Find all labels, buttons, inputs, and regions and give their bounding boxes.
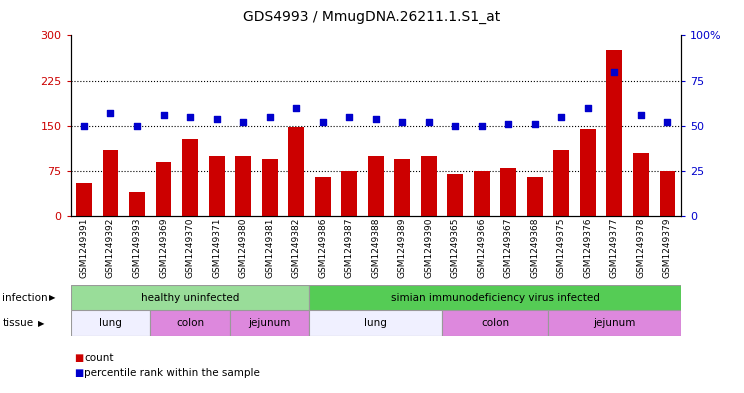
Text: ■: ■	[74, 368, 83, 378]
Text: GSM1249368: GSM1249368	[530, 218, 539, 278]
Point	[661, 119, 673, 125]
Point	[211, 116, 222, 122]
Text: GSM1249388: GSM1249388	[371, 218, 380, 278]
Bar	[310, 285, 681, 310]
Text: GSM1249375: GSM1249375	[557, 218, 566, 278]
Bar	[235, 156, 251, 216]
Bar	[659, 171, 676, 216]
Point	[529, 121, 541, 127]
Point	[476, 123, 488, 129]
Point	[582, 105, 594, 111]
Bar	[76, 183, 92, 216]
Text: ▶: ▶	[38, 319, 45, 328]
Point	[317, 119, 329, 125]
Point	[397, 119, 408, 125]
Text: GSM1249381: GSM1249381	[265, 218, 274, 278]
Text: GSM1249377: GSM1249377	[610, 218, 619, 278]
Point	[449, 123, 461, 129]
Bar	[262, 159, 278, 216]
Bar	[71, 285, 310, 310]
Point	[290, 105, 302, 111]
Text: GSM1249370: GSM1249370	[185, 218, 194, 278]
Bar	[71, 310, 150, 336]
Text: GSM1249386: GSM1249386	[318, 218, 327, 278]
Bar	[633, 153, 649, 216]
Bar	[341, 171, 357, 216]
Text: GSM1249389: GSM1249389	[398, 218, 407, 278]
Text: jejunum: jejunum	[593, 318, 635, 328]
Text: colon: colon	[176, 318, 204, 328]
Point	[343, 114, 355, 120]
Bar	[315, 177, 330, 216]
Text: GSM1249366: GSM1249366	[478, 218, 487, 278]
Point	[131, 123, 143, 129]
Text: GSM1249380: GSM1249380	[239, 218, 248, 278]
Text: GDS4993 / MmugDNA.26211.1.S1_at: GDS4993 / MmugDNA.26211.1.S1_at	[243, 10, 501, 24]
Point	[158, 112, 170, 118]
Bar	[155, 162, 171, 216]
Bar	[421, 156, 437, 216]
Bar	[368, 156, 384, 216]
Text: GSM1249391: GSM1249391	[80, 218, 89, 278]
Text: GSM1249390: GSM1249390	[424, 218, 433, 278]
Text: GSM1249382: GSM1249382	[292, 218, 301, 278]
Text: lung: lung	[99, 318, 122, 328]
Bar	[501, 168, 516, 216]
Bar	[554, 150, 569, 216]
Text: GSM1249369: GSM1249369	[159, 218, 168, 278]
Text: ▶: ▶	[49, 293, 56, 302]
Bar	[580, 129, 596, 216]
Text: ■: ■	[74, 353, 83, 363]
Point	[423, 119, 434, 125]
Text: percentile rank within the sample: percentile rank within the sample	[84, 368, 260, 378]
Bar	[182, 139, 198, 216]
Point	[609, 68, 620, 75]
Text: GSM1249379: GSM1249379	[663, 218, 672, 278]
Point	[184, 114, 196, 120]
Point	[104, 110, 116, 116]
Bar	[150, 310, 230, 336]
Text: simian immunodeficiency virus infected: simian immunodeficiency virus infected	[391, 293, 600, 303]
Bar	[129, 192, 145, 216]
Point	[237, 119, 249, 125]
Text: GSM1249371: GSM1249371	[212, 218, 221, 278]
Text: infection: infection	[2, 293, 48, 303]
Bar	[394, 159, 410, 216]
Text: healthy uninfected: healthy uninfected	[141, 293, 240, 303]
Text: lung: lung	[365, 318, 387, 328]
Point	[370, 116, 382, 122]
Point	[635, 112, 647, 118]
Point	[502, 121, 514, 127]
Text: count: count	[84, 353, 114, 363]
Text: tissue: tissue	[2, 318, 33, 328]
Bar	[230, 310, 310, 336]
Text: GSM1249378: GSM1249378	[636, 218, 646, 278]
Text: GSM1249365: GSM1249365	[451, 218, 460, 278]
Point	[263, 114, 275, 120]
Text: jejunum: jejunum	[248, 318, 291, 328]
Bar	[208, 156, 225, 216]
Text: GSM1249392: GSM1249392	[106, 218, 115, 278]
Text: GSM1249367: GSM1249367	[504, 218, 513, 278]
Bar	[288, 127, 304, 216]
Point	[78, 123, 90, 129]
Bar	[310, 310, 442, 336]
Text: GSM1249387: GSM1249387	[344, 218, 353, 278]
Bar	[103, 150, 118, 216]
Text: GSM1249376: GSM1249376	[583, 218, 592, 278]
Text: GSM1249393: GSM1249393	[132, 218, 141, 278]
Bar	[548, 310, 681, 336]
Bar	[447, 174, 464, 216]
Text: colon: colon	[481, 318, 509, 328]
Bar	[442, 310, 548, 336]
Bar	[527, 177, 543, 216]
Point	[556, 114, 568, 120]
Bar	[606, 50, 623, 216]
Bar	[474, 171, 490, 216]
